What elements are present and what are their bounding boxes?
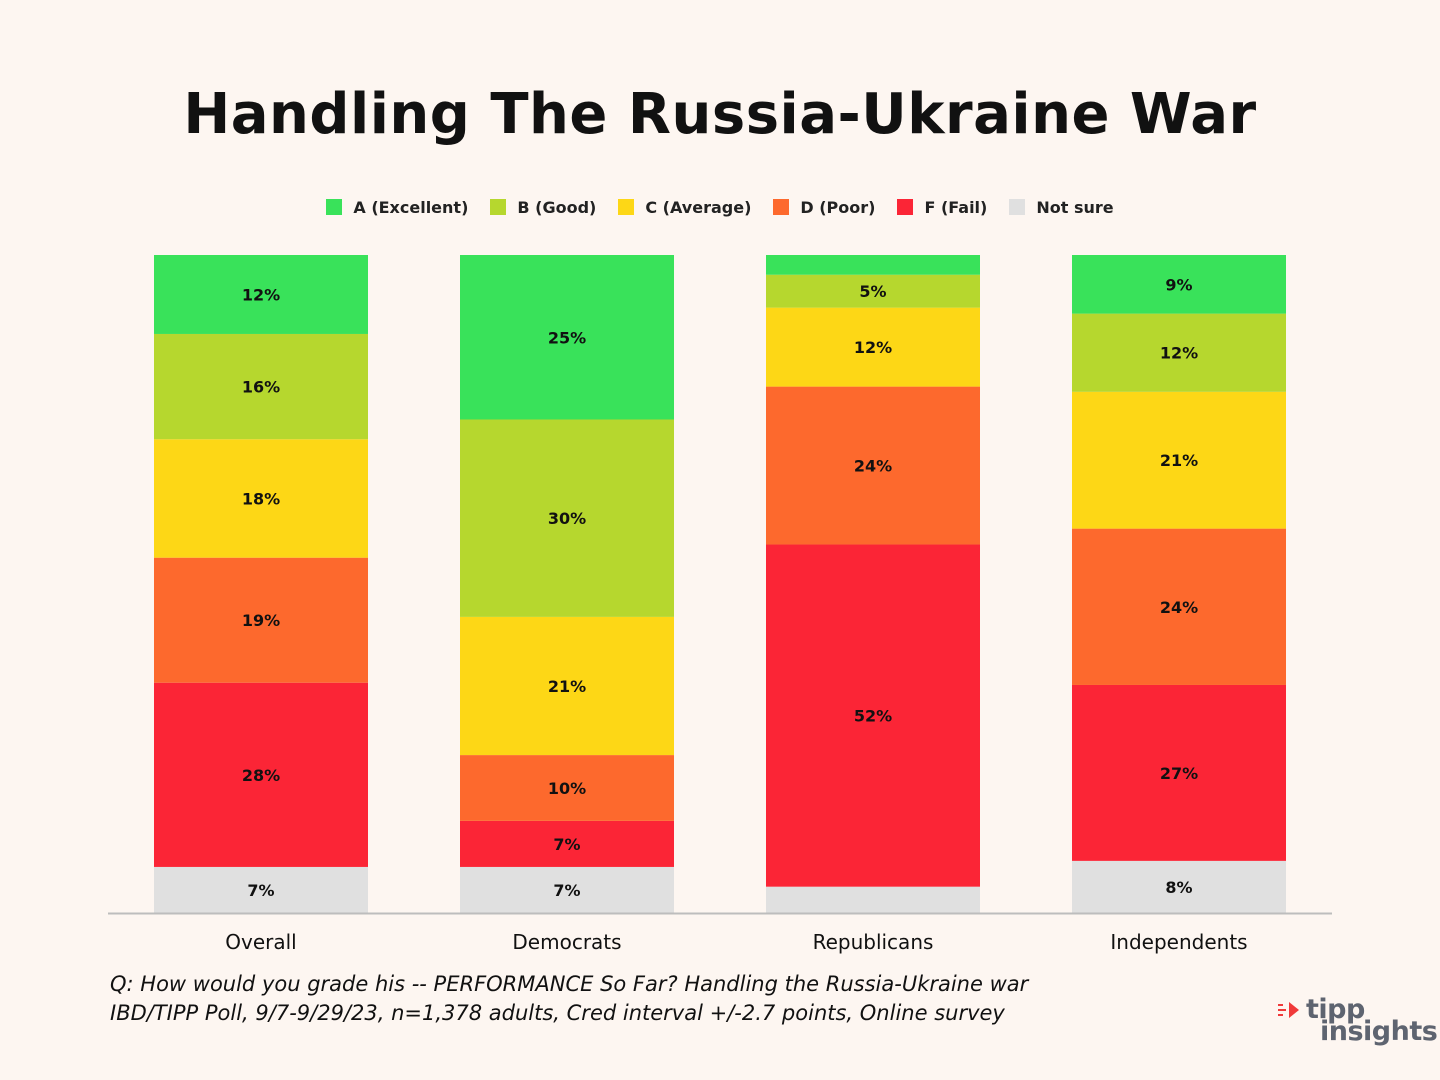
bar-segment	[154, 255, 368, 334]
legend-item: Not sure	[1009, 197, 1114, 217]
bar-segment	[460, 755, 674, 821]
chart-title: Handling The Russia-Ukraine War	[183, 82, 1257, 147]
bar-segment	[1072, 528, 1286, 685]
bar-segment	[766, 307, 980, 387]
data-label: 28%	[242, 766, 280, 785]
legend-item: C (Average)	[618, 198, 751, 217]
category-label: Independents	[1110, 930, 1247, 954]
legend: A (Excellent) B (Good) C (Average) D (Poor)…	[0, 196, 1440, 218]
legend-swatch	[490, 199, 507, 215]
legend-item: A (Excellent)	[326, 198, 468, 217]
bar-segment	[766, 386, 980, 545]
legend-swatch	[618, 199, 635, 215]
bar-segment	[460, 866, 674, 913]
data-label: 52%	[854, 707, 892, 726]
bar-segment	[1072, 255, 1286, 314]
data-label: 27%	[1160, 764, 1198, 783]
tipp-insights-logo: tipp insights	[1278, 994, 1438, 1047]
data-label: 21%	[548, 677, 586, 696]
data-label: 12%	[854, 338, 892, 357]
data-label: 18%	[242, 489, 280, 508]
bar-segment	[154, 866, 368, 913]
legend-swatch	[773, 199, 790, 215]
bar-segment	[154, 333, 368, 440]
bar-segment	[766, 544, 980, 887]
bar-segment	[766, 274, 980, 308]
data-label: 16%	[242, 378, 280, 397]
data-label: 12%	[1160, 344, 1198, 363]
bar-segment	[154, 439, 368, 558]
bar-segment	[460, 616, 674, 756]
legend-item: D (Poor)	[773, 198, 875, 217]
legend-label: B (Good)	[517, 197, 597, 217]
legend-label: F (Fail)	[924, 197, 988, 217]
bar-segment	[154, 557, 368, 683]
data-label: 24%	[1160, 598, 1198, 617]
data-label: 10%	[548, 779, 586, 798]
legend-item: B (Good)	[490, 198, 596, 217]
footnote-source: IBD/TIPP Poll, 9/7-9/29/23, n=1,378 adul…	[110, 1001, 1005, 1025]
legend-swatch	[326, 199, 343, 215]
bar-segment	[1072, 391, 1286, 529]
legend-swatch	[897, 199, 914, 215]
bar-segment	[460, 820, 674, 867]
data-label: 7%	[553, 835, 580, 854]
data-label: 12%	[242, 285, 280, 304]
legend-label: C (Average)	[645, 197, 752, 217]
data-label: 19%	[242, 611, 280, 630]
logo-mark-icon	[1278, 1002, 1299, 1018]
legend-item: F (Fail)	[897, 198, 987, 217]
bar-segment	[1072, 860, 1286, 913]
bar-segment	[154, 682, 368, 867]
category-label: Democrats	[512, 930, 621, 954]
data-label: 8%	[1165, 878, 1192, 897]
category-label: Republicans	[813, 930, 934, 954]
bar-segment	[1072, 684, 1286, 861]
legend-label: Not sure	[1036, 197, 1114, 217]
bar-segment	[766, 255, 980, 275]
data-label: 30%	[548, 509, 586, 528]
bar-segment	[766, 886, 980, 913]
data-label: 5%	[859, 282, 886, 301]
data-label: 9%	[1165, 275, 1192, 294]
data-label: 7%	[247, 881, 274, 900]
data-label: 24%	[854, 457, 892, 476]
legend-label: A (Excellent)	[353, 197, 469, 217]
data-label: 21%	[1160, 451, 1198, 470]
legend-label: D (Poor)	[800, 197, 876, 217]
data-label: 25%	[548, 328, 586, 347]
bar-segment	[1072, 313, 1286, 392]
logo-text-insights: insights	[1320, 1016, 1438, 1047]
legend-swatch	[1009, 199, 1026, 215]
data-label: 7%	[553, 881, 580, 900]
category-label: Overall	[225, 930, 296, 954]
logo-text-tipp: tipp	[1306, 994, 1365, 1025]
footnote: Q: How would you grade his -- PERFORMANC…	[110, 970, 1210, 1028]
footnote-question: Q: How would you grade his -- PERFORMANC…	[110, 972, 1029, 996]
bar-segment	[460, 255, 674, 420]
bar-segment	[460, 419, 674, 617]
